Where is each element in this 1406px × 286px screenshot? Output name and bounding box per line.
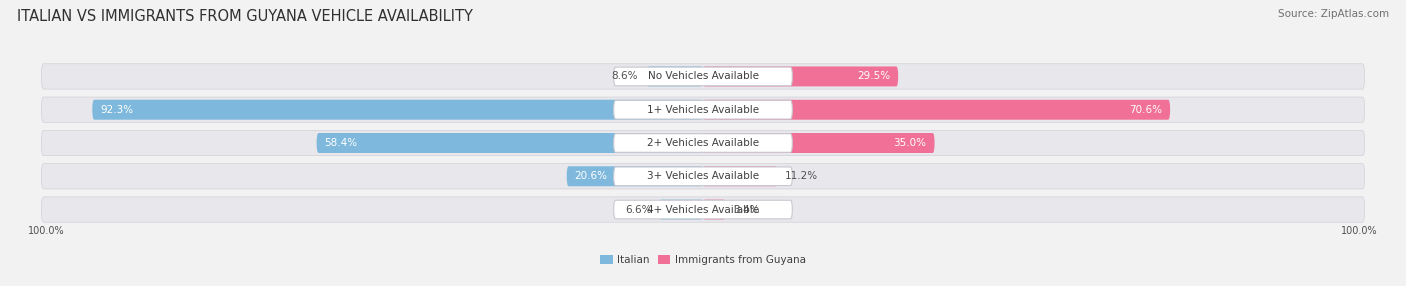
- FancyBboxPatch shape: [647, 66, 703, 86]
- Text: No Vehicles Available: No Vehicles Available: [648, 72, 758, 82]
- FancyBboxPatch shape: [567, 166, 703, 186]
- Text: 92.3%: 92.3%: [100, 105, 134, 115]
- Text: 29.5%: 29.5%: [858, 72, 890, 82]
- FancyBboxPatch shape: [316, 133, 703, 153]
- Text: 8.6%: 8.6%: [612, 72, 638, 82]
- Text: 4+ Vehicles Available: 4+ Vehicles Available: [647, 204, 759, 214]
- Text: 70.6%: 70.6%: [1129, 105, 1163, 115]
- Text: 3+ Vehicles Available: 3+ Vehicles Available: [647, 171, 759, 181]
- FancyBboxPatch shape: [703, 166, 778, 186]
- Text: 20.6%: 20.6%: [575, 171, 607, 181]
- FancyBboxPatch shape: [41, 130, 1365, 156]
- FancyBboxPatch shape: [613, 200, 793, 219]
- Legend: Italian, Immigrants from Guyana: Italian, Immigrants from Guyana: [596, 251, 810, 270]
- FancyBboxPatch shape: [41, 164, 1365, 189]
- Text: 100.0%: 100.0%: [28, 226, 65, 236]
- Text: 35.0%: 35.0%: [894, 138, 927, 148]
- Text: 58.4%: 58.4%: [325, 138, 357, 148]
- FancyBboxPatch shape: [703, 66, 898, 86]
- FancyBboxPatch shape: [41, 197, 1365, 222]
- FancyBboxPatch shape: [41, 64, 1365, 89]
- Text: ITALIAN VS IMMIGRANTS FROM GUYANA VEHICLE AVAILABILITY: ITALIAN VS IMMIGRANTS FROM GUYANA VEHICL…: [17, 9, 472, 23]
- FancyBboxPatch shape: [613, 100, 793, 119]
- FancyBboxPatch shape: [703, 133, 935, 153]
- FancyBboxPatch shape: [703, 200, 725, 220]
- FancyBboxPatch shape: [613, 67, 793, 86]
- Text: 6.6%: 6.6%: [624, 204, 651, 214]
- Text: 2+ Vehicles Available: 2+ Vehicles Available: [647, 138, 759, 148]
- Text: 11.2%: 11.2%: [785, 171, 818, 181]
- FancyBboxPatch shape: [613, 167, 793, 186]
- Text: 1+ Vehicles Available: 1+ Vehicles Available: [647, 105, 759, 115]
- FancyBboxPatch shape: [659, 200, 703, 220]
- Text: Source: ZipAtlas.com: Source: ZipAtlas.com: [1278, 9, 1389, 19]
- Text: 3.4%: 3.4%: [734, 204, 759, 214]
- FancyBboxPatch shape: [41, 97, 1365, 122]
- FancyBboxPatch shape: [93, 100, 703, 120]
- FancyBboxPatch shape: [613, 134, 793, 152]
- FancyBboxPatch shape: [703, 100, 1170, 120]
- Text: 100.0%: 100.0%: [1341, 226, 1378, 236]
